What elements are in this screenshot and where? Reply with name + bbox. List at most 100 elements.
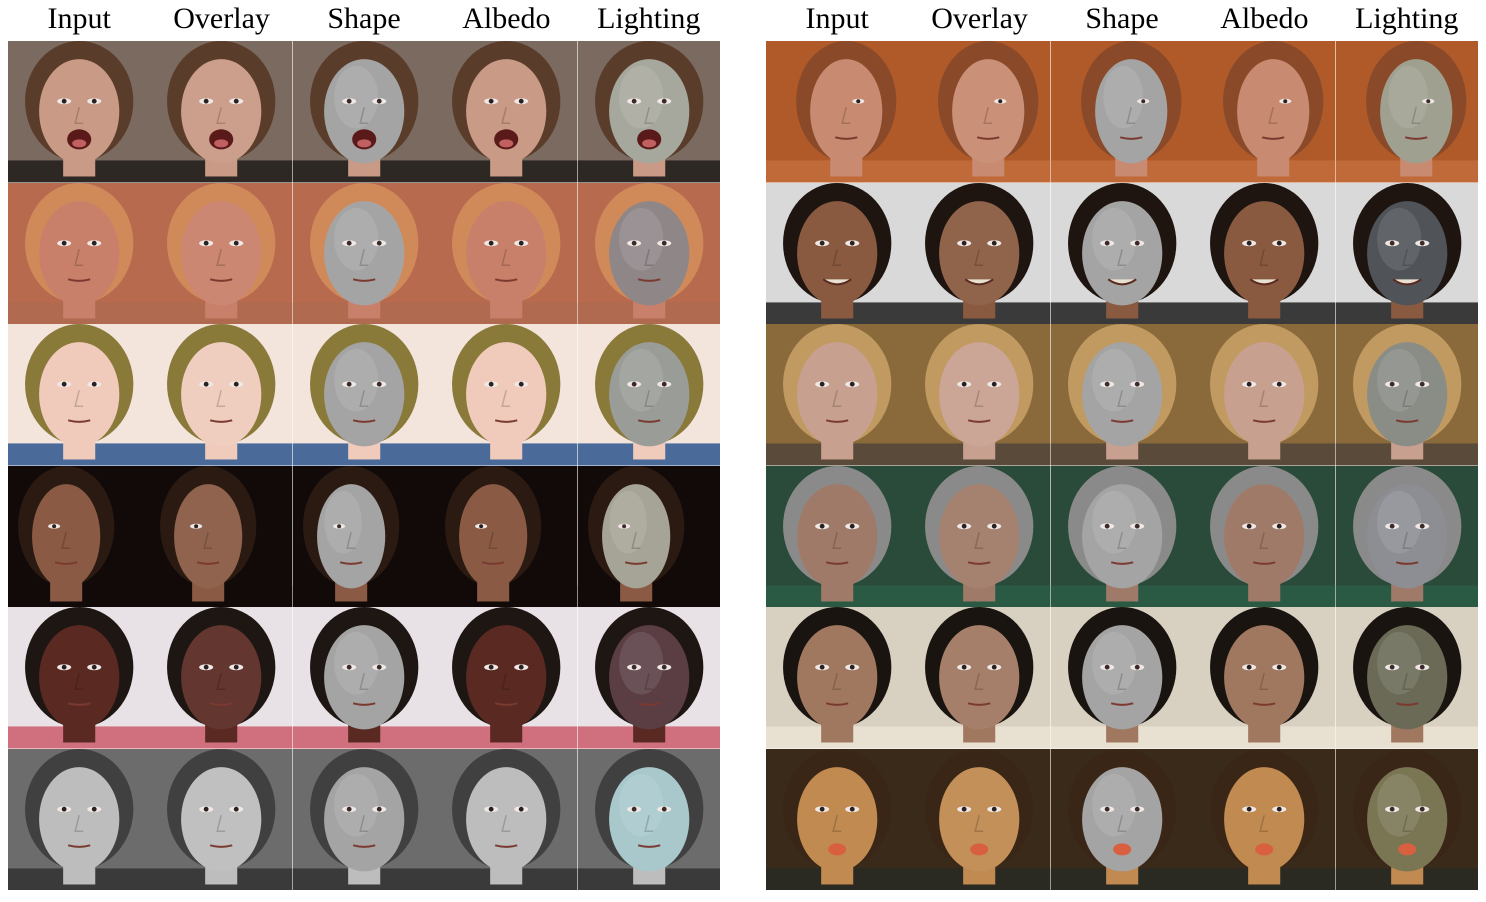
face-thumbnail xyxy=(150,465,293,607)
overlay-image xyxy=(908,607,1051,749)
overlay-image xyxy=(908,465,1051,607)
face-thumbnail xyxy=(908,465,1051,607)
face-thumbnail xyxy=(1050,324,1194,466)
albedo-image xyxy=(435,324,578,466)
face-thumbnail xyxy=(292,182,436,324)
face-thumbnail xyxy=(435,748,578,890)
face-thumbnail xyxy=(1050,607,1194,749)
face-thumbnail xyxy=(8,182,151,324)
face-thumbnail xyxy=(1335,324,1478,466)
image-row xyxy=(766,748,1478,890)
lighting-image xyxy=(1335,324,1478,466)
input-image xyxy=(766,41,909,183)
face-thumbnail xyxy=(1335,607,1478,749)
face-thumbnail xyxy=(908,324,1051,466)
shape-image xyxy=(292,41,436,183)
column-title-lighting: Lighting xyxy=(1355,2,1459,35)
albedo-image xyxy=(435,607,578,749)
face-thumbnail xyxy=(1193,182,1336,324)
face-thumbnail xyxy=(1193,41,1336,183)
column-title-albedo: Albedo xyxy=(462,2,551,35)
shape-image xyxy=(1050,182,1194,324)
face-thumbnail xyxy=(435,182,578,324)
lighting-image xyxy=(577,41,720,183)
face-thumbnail xyxy=(577,748,720,890)
face-thumbnail xyxy=(766,41,909,183)
face-thumbnail xyxy=(435,465,578,607)
input-image xyxy=(766,182,909,324)
column-title-shape: Shape xyxy=(1085,2,1159,35)
albedo-image xyxy=(1193,41,1336,183)
face-thumbnail xyxy=(8,748,151,890)
shape-image xyxy=(1050,607,1194,749)
overlay-image xyxy=(150,324,293,466)
overlay-image xyxy=(150,182,293,324)
face-thumbnail xyxy=(766,465,909,607)
input-image xyxy=(8,182,151,324)
image-row xyxy=(766,324,1478,466)
overlay-image xyxy=(150,465,293,607)
image-grid-right xyxy=(766,41,1478,890)
overlay-image xyxy=(150,748,293,890)
shape-image xyxy=(1050,41,1194,183)
face-thumbnail xyxy=(150,324,293,466)
face-thumbnail xyxy=(1335,748,1478,890)
lighting-image xyxy=(577,465,720,607)
albedo-image xyxy=(435,748,578,890)
face-thumbnail xyxy=(766,607,909,749)
column-title-shape: Shape xyxy=(327,2,401,35)
lighting-image xyxy=(1335,748,1478,890)
face-thumbnail xyxy=(908,182,1051,324)
face-thumbnail xyxy=(1050,748,1194,890)
face-thumbnail xyxy=(908,607,1051,749)
face-thumbnail xyxy=(1193,324,1336,466)
overlay-image xyxy=(908,182,1051,324)
image-row xyxy=(766,182,1478,324)
left-panel: Input Overlay Shape Albedo Lighting xyxy=(8,0,720,902)
shape-image xyxy=(292,324,436,466)
overlay-image xyxy=(908,41,1051,183)
face-thumbnail xyxy=(292,41,436,183)
face-thumbnail xyxy=(435,324,578,466)
input-image xyxy=(8,748,151,890)
face-thumbnail xyxy=(1193,465,1336,607)
shape-image xyxy=(1050,324,1194,466)
overlay-image xyxy=(908,324,1051,466)
lighting-image xyxy=(1335,607,1478,749)
face-thumbnail xyxy=(8,324,151,466)
column-title-input: Input xyxy=(805,2,869,35)
column-title-overlay: Overlay xyxy=(173,2,270,35)
albedo-image xyxy=(1193,182,1336,324)
column-title-overlay: Overlay xyxy=(931,2,1028,35)
face-thumbnail xyxy=(150,607,293,749)
face-thumbnail xyxy=(577,465,720,607)
albedo-image xyxy=(1193,465,1336,607)
face-thumbnail xyxy=(577,324,720,466)
face-thumbnail xyxy=(1050,182,1194,324)
shape-image xyxy=(292,182,436,324)
image-row xyxy=(766,41,1478,183)
albedo-image xyxy=(435,41,578,183)
overlay-image xyxy=(150,41,293,183)
column-title-lighting: Lighting xyxy=(597,2,701,35)
face-thumbnail xyxy=(150,748,293,890)
lighting-image xyxy=(577,324,720,466)
face-thumbnail xyxy=(1335,182,1478,324)
image-row xyxy=(766,465,1478,607)
image-grid-left xyxy=(8,41,720,890)
lighting-image xyxy=(1335,465,1478,607)
face-thumbnail xyxy=(435,607,578,749)
column-title-input: Input xyxy=(47,2,111,35)
face-thumbnail xyxy=(292,324,436,466)
image-row xyxy=(8,465,720,607)
face-thumbnail xyxy=(577,41,720,183)
column-headers: Input Overlay Shape Albedo Lighting xyxy=(766,0,1478,40)
face-thumbnail xyxy=(766,324,909,466)
input-image xyxy=(8,465,151,607)
shape-image xyxy=(1050,748,1194,890)
overlay-image xyxy=(150,607,293,749)
albedo-image xyxy=(1193,324,1336,466)
face-thumbnail xyxy=(577,182,720,324)
face-thumbnail xyxy=(1193,748,1336,890)
input-image xyxy=(766,324,909,466)
